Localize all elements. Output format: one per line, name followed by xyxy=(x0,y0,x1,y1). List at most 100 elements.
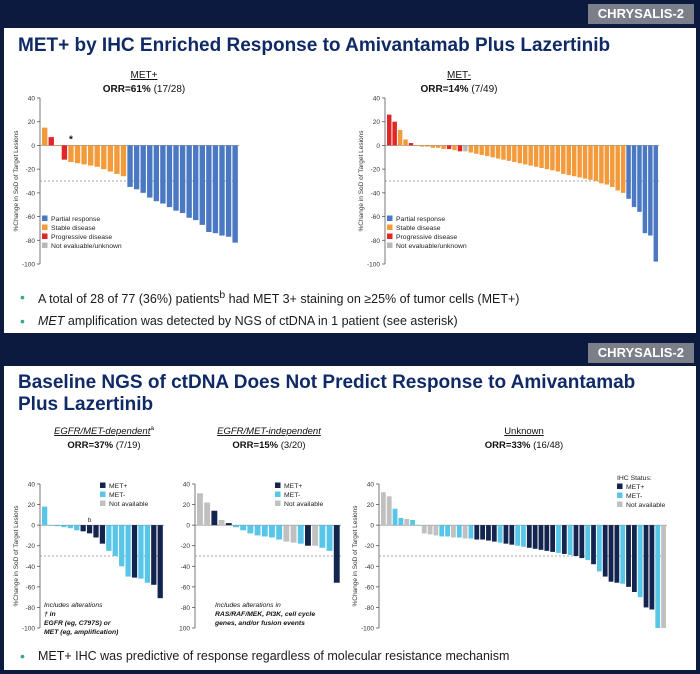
bar xyxy=(326,525,333,551)
badge-top: CHRYSALIS-2 xyxy=(587,4,694,24)
bar xyxy=(573,525,579,556)
bar xyxy=(474,525,480,540)
bar xyxy=(333,525,340,583)
bar xyxy=(599,145,604,184)
bar xyxy=(211,510,218,526)
bar xyxy=(579,525,585,559)
legend-label: Not evaluable/unknown xyxy=(396,243,467,250)
bar xyxy=(474,145,479,154)
bar xyxy=(451,525,456,538)
waterfall-chart-met-neg: MET- ORR=14% (7/49) 40 20 0 -20 -40 -60 -80 -100%… xyxy=(358,70,659,269)
bar xyxy=(233,525,239,528)
bar xyxy=(614,525,620,583)
legend-swatch xyxy=(617,492,623,498)
bar xyxy=(42,506,48,526)
bar xyxy=(419,145,425,147)
y-tick-label: 0 xyxy=(376,143,380,150)
legend-swatch xyxy=(617,501,623,507)
bar xyxy=(387,114,392,146)
y-tick-label: -80 xyxy=(181,605,191,612)
footnote-line: MET (eg, amplification) xyxy=(44,629,119,636)
bar xyxy=(48,137,54,146)
legend-swatch xyxy=(275,482,281,488)
bar xyxy=(416,525,421,526)
group-name: EGFR/MET-independent xyxy=(217,426,321,437)
bar xyxy=(408,143,414,146)
orr-value: ORR=37% xyxy=(67,440,113,451)
y-tick-label: 40 xyxy=(28,96,36,103)
bar xyxy=(480,525,486,540)
badge-bottom: CHRYSALIS-2 xyxy=(587,343,694,363)
y-tick-label: 40 xyxy=(373,96,381,103)
bar xyxy=(441,145,446,149)
legend-label: Not available xyxy=(109,501,149,508)
legend-label: MET+ xyxy=(626,484,644,491)
bar xyxy=(637,525,643,598)
bar xyxy=(452,145,457,151)
y-tick-label: 20 xyxy=(28,502,36,509)
orr-detail: (16/48) xyxy=(530,440,563,451)
legend-swatch xyxy=(617,483,623,489)
group-name: MET- xyxy=(447,70,471,81)
bar xyxy=(269,525,275,538)
bar xyxy=(404,518,410,526)
bar xyxy=(610,145,615,187)
bar xyxy=(114,145,120,174)
y-tick-label: 20 xyxy=(367,502,375,509)
y-tick-label: -40 xyxy=(26,190,36,197)
bullet2-text: amplification was detected by NGS of ctD… xyxy=(64,314,458,329)
y-tick-label: 40 xyxy=(367,482,375,489)
group-name: Unknown xyxy=(504,426,544,437)
bar xyxy=(555,145,561,172)
y-tick-label: -60 xyxy=(365,584,375,591)
y-tick-label: -40 xyxy=(181,564,191,571)
chart-group-label: EGFR/MET-dependenta xyxy=(54,425,154,437)
orr-detail: (7/49) xyxy=(469,84,498,95)
footnote-line: Includes alterations in xyxy=(215,602,281,609)
y-tick-label: -20 xyxy=(365,543,375,550)
bar xyxy=(94,145,100,167)
footnote-line: genes, and/or fusion events xyxy=(214,620,305,627)
bar xyxy=(81,145,87,165)
y-tick-label: -80 xyxy=(26,238,36,245)
bar xyxy=(457,145,463,152)
bar xyxy=(261,525,268,537)
orr-label: ORR=61% (17/28) xyxy=(103,84,186,95)
y-tick-label: -80 xyxy=(365,605,375,612)
bar xyxy=(648,145,653,236)
bar xyxy=(42,127,48,146)
y-tick-label: 0 xyxy=(370,523,374,530)
bar xyxy=(503,525,509,544)
bar xyxy=(151,525,157,585)
orr-label: ORR=14% (7/49) xyxy=(421,84,498,95)
bar xyxy=(157,525,163,599)
bar xyxy=(445,525,450,537)
legend-swatch xyxy=(42,242,48,248)
legend-label: Progressive disease xyxy=(396,234,457,241)
bar xyxy=(392,508,398,526)
y-tick-label: -60 xyxy=(26,214,36,221)
waterfall-chart-met-pos: MET+ ORR=61% (17/28) 40 20 0 -20 -40 -60 -80 -100… xyxy=(13,70,239,269)
y-tick-label: -60 xyxy=(26,584,36,591)
bar xyxy=(604,145,610,185)
legend-label: Stable disease xyxy=(51,225,96,232)
bar xyxy=(219,145,225,236)
bar xyxy=(112,525,118,556)
bar xyxy=(61,525,67,528)
bar xyxy=(486,525,491,541)
bar xyxy=(131,525,138,578)
y-tick-label: -40 xyxy=(371,190,381,197)
chart-group-label: MET- xyxy=(447,70,471,81)
bullet1-sup: b xyxy=(219,290,226,301)
bullet2-em: MET xyxy=(38,314,65,329)
legend-label: MET- xyxy=(284,492,300,499)
bar xyxy=(61,145,68,160)
bar xyxy=(446,145,452,149)
bar xyxy=(99,525,106,544)
bullet-dot-icon: • xyxy=(20,648,25,664)
group-name: MET+ xyxy=(131,70,158,81)
bar xyxy=(588,145,593,180)
legend-swatch xyxy=(42,224,48,230)
y-tick-label: -100 xyxy=(22,626,35,633)
y-tick-label: -20 xyxy=(26,167,36,174)
